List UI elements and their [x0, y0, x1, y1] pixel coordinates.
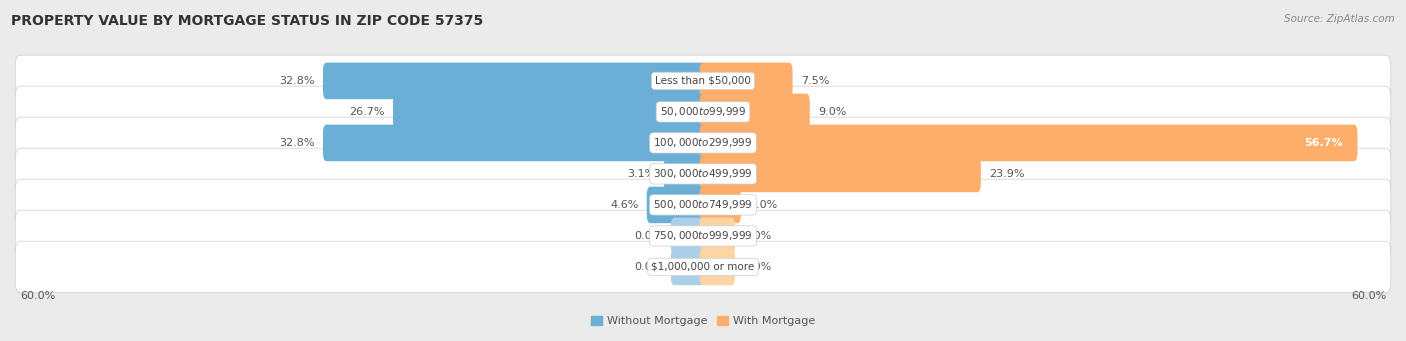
FancyBboxPatch shape	[15, 210, 1391, 262]
FancyBboxPatch shape	[15, 179, 1391, 231]
Text: 9.0%: 9.0%	[818, 107, 846, 117]
Text: Less than $50,000: Less than $50,000	[655, 76, 751, 86]
Text: Source: ZipAtlas.com: Source: ZipAtlas.com	[1284, 14, 1395, 24]
Text: 60.0%: 60.0%	[1351, 291, 1386, 301]
Text: $750,000 to $999,999: $750,000 to $999,999	[654, 229, 752, 242]
Text: $50,000 to $99,999: $50,000 to $99,999	[659, 105, 747, 118]
Text: 4.6%: 4.6%	[610, 200, 638, 210]
Text: 60.0%: 60.0%	[20, 291, 55, 301]
FancyBboxPatch shape	[700, 124, 1358, 161]
Text: PROPERTY VALUE BY MORTGAGE STATUS IN ZIP CODE 57375: PROPERTY VALUE BY MORTGAGE STATUS IN ZIP…	[11, 14, 484, 28]
FancyBboxPatch shape	[392, 94, 706, 130]
Legend: Without Mortgage, With Mortgage: Without Mortgage, With Mortgage	[586, 312, 820, 331]
Text: $100,000 to $299,999: $100,000 to $299,999	[654, 136, 752, 149]
Text: 26.7%: 26.7%	[350, 107, 385, 117]
Text: 23.9%: 23.9%	[988, 169, 1025, 179]
FancyBboxPatch shape	[671, 218, 706, 254]
FancyBboxPatch shape	[323, 124, 706, 161]
FancyBboxPatch shape	[15, 86, 1391, 138]
FancyBboxPatch shape	[700, 63, 793, 99]
FancyBboxPatch shape	[700, 187, 741, 223]
FancyBboxPatch shape	[700, 155, 981, 192]
Text: 7.5%: 7.5%	[800, 76, 830, 86]
Text: 3.1%: 3.1%	[627, 169, 657, 179]
FancyBboxPatch shape	[15, 117, 1391, 169]
Text: 0.0%: 0.0%	[744, 231, 772, 241]
FancyBboxPatch shape	[671, 249, 706, 285]
FancyBboxPatch shape	[15, 241, 1391, 293]
Text: 56.7%: 56.7%	[1303, 138, 1343, 148]
Text: $1,000,000 or more: $1,000,000 or more	[651, 262, 755, 272]
Text: 0.0%: 0.0%	[634, 262, 662, 272]
Text: 32.8%: 32.8%	[280, 76, 315, 86]
FancyBboxPatch shape	[15, 148, 1391, 199]
Text: 0.0%: 0.0%	[634, 231, 662, 241]
Text: $300,000 to $499,999: $300,000 to $499,999	[654, 167, 752, 180]
Text: 32.8%: 32.8%	[280, 138, 315, 148]
Text: 0.0%: 0.0%	[744, 262, 772, 272]
FancyBboxPatch shape	[323, 63, 706, 99]
FancyBboxPatch shape	[700, 94, 810, 130]
Text: 3.0%: 3.0%	[749, 200, 778, 210]
Text: $500,000 to $749,999: $500,000 to $749,999	[654, 198, 752, 211]
FancyBboxPatch shape	[15, 55, 1391, 107]
FancyBboxPatch shape	[664, 155, 706, 192]
FancyBboxPatch shape	[700, 249, 735, 285]
FancyBboxPatch shape	[700, 218, 735, 254]
FancyBboxPatch shape	[647, 187, 706, 223]
